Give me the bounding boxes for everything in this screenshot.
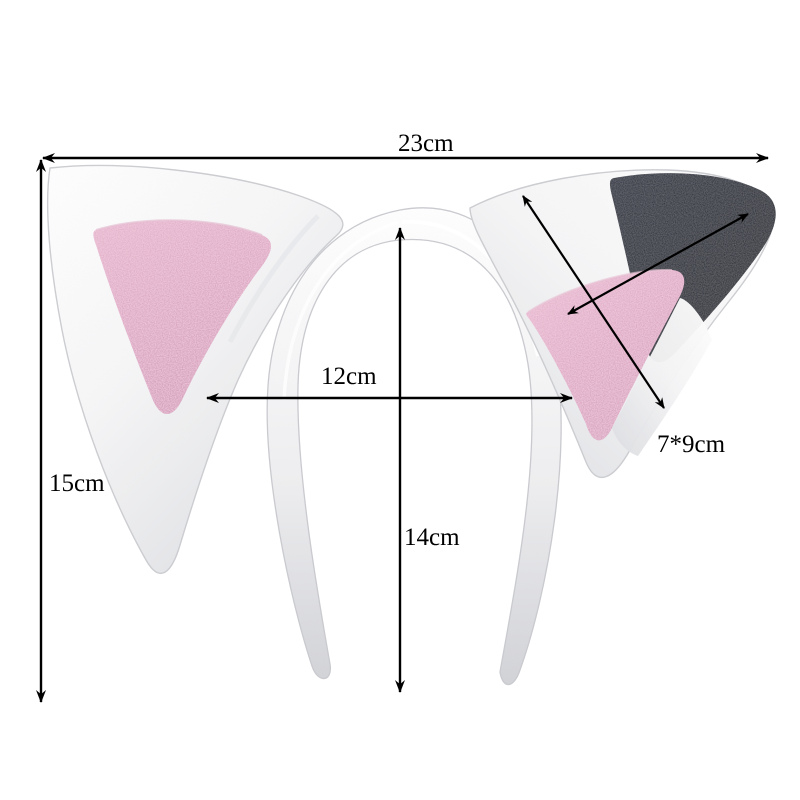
left-ear-glitter-edge xyxy=(95,219,263,236)
headband-band xyxy=(266,207,562,686)
headband-highlight-left xyxy=(282,220,399,401)
dim-line-ear-width xyxy=(567,213,749,315)
dim-label-overall-width: 23cm xyxy=(398,130,454,157)
left-ear xyxy=(46,164,344,574)
left-ear-glitter-patch xyxy=(93,220,272,415)
right-ear xyxy=(469,169,776,479)
dim-label-ear-size: 7*9cm xyxy=(657,431,726,458)
dim-label-inner-width: 12cm xyxy=(321,363,377,390)
dimension-annotations xyxy=(36,153,769,703)
left-ear-seam xyxy=(227,214,320,344)
dim-label-overall-height: 15cm xyxy=(49,470,105,497)
dim-label-inner-height: 14cm xyxy=(404,524,460,551)
